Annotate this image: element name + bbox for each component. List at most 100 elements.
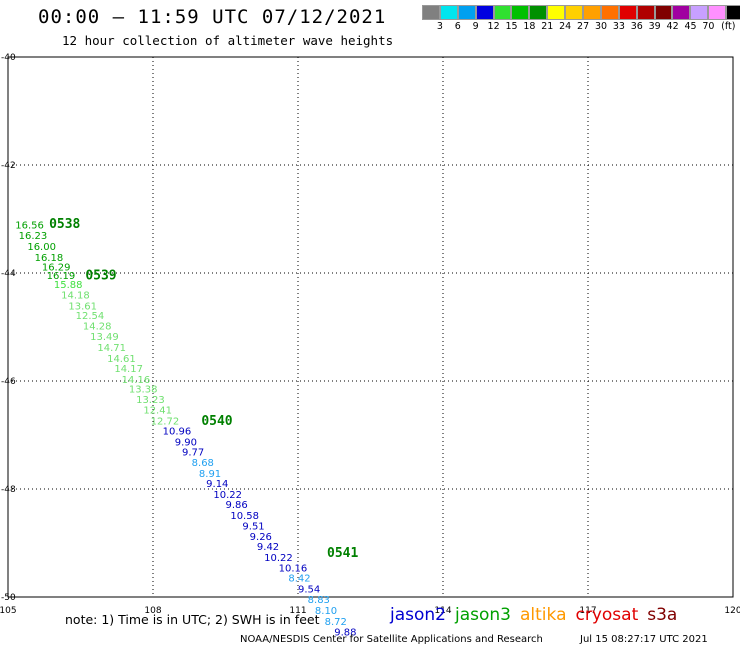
legend-swatch bbox=[636, 5, 655, 20]
legend-tick-label: 6 bbox=[454, 21, 461, 32]
wave-height-value: 14.18 bbox=[61, 291, 90, 302]
wave-height-value: 14.61 bbox=[107, 354, 136, 365]
legend-tick-label: 3 bbox=[436, 21, 443, 32]
wave-height-value: 14.16 bbox=[122, 375, 151, 386]
longitude-tick-label: 117 bbox=[579, 606, 596, 616]
legend-swatch bbox=[600, 5, 619, 20]
satellite-name-altika: altika bbox=[520, 605, 567, 625]
legend-swatch bbox=[565, 5, 584, 20]
satellite-name-jason2: jason2 bbox=[390, 605, 446, 625]
wave-height-value: 13.49 bbox=[90, 332, 119, 343]
color-scale-legend bbox=[422, 5, 740, 20]
legend-swatch bbox=[708, 5, 727, 20]
legend-swatch bbox=[475, 5, 494, 20]
wave-height-value: 16.19 bbox=[47, 271, 76, 282]
map-frame bbox=[7, 56, 734, 598]
satellite-legend: jason2 jason3 altika cryosat s3a bbox=[390, 605, 686, 625]
wave-height-value: 12.54 bbox=[76, 311, 105, 322]
wave-height-value: 13.61 bbox=[68, 301, 97, 312]
legend-tick-label: 36 bbox=[630, 21, 643, 32]
wave-height-value: 9.88 bbox=[334, 628, 356, 639]
legend-swatch bbox=[583, 5, 601, 20]
longitude-tick-label: 108 bbox=[144, 606, 161, 616]
wave-height-value: 8.68 bbox=[192, 458, 214, 469]
satellite-name-s3a: s3a bbox=[647, 605, 678, 625]
latitude-tick-label: -42 bbox=[1, 161, 16, 171]
map-axis-labels: 105 108 111 114 117 120 -40 -42 -44 -46 -48 -50 bbox=[0, 53, 740, 616]
legend-swatch bbox=[439, 5, 458, 20]
wave-height-value: 16.56 bbox=[15, 220, 44, 231]
legend-swatch bbox=[511, 5, 530, 20]
legend-swatch bbox=[690, 5, 709, 20]
wave-height-value: 9.54 bbox=[298, 584, 320, 595]
legend-swatch bbox=[493, 5, 512, 20]
wave-height-value: 12.41 bbox=[143, 406, 172, 417]
wave-height-value: 9.86 bbox=[226, 500, 248, 511]
legend-swatch bbox=[726, 5, 740, 20]
wave-height-value: 9.26 bbox=[250, 532, 272, 543]
legend-swatch bbox=[422, 5, 440, 20]
legend-tick-label: 24 bbox=[559, 21, 572, 32]
legend-tick-label: 33 bbox=[612, 21, 625, 32]
latitude-tick-label: -44 bbox=[1, 269, 16, 279]
wave-height-value: 16.23 bbox=[19, 231, 48, 242]
satellite-name-cryosat: cryosat bbox=[575, 605, 639, 625]
wave-height-value: 16.00 bbox=[27, 242, 56, 253]
legend-tick-label: 70 bbox=[702, 21, 715, 32]
latitude-tick-label: -46 bbox=[1, 377, 16, 387]
wave-height-value: 15.88 bbox=[54, 280, 83, 291]
wave-height-value: 8.72 bbox=[325, 617, 347, 628]
longitude-tick-label: 111 bbox=[289, 606, 306, 616]
wave-height-value: 8.42 bbox=[288, 574, 310, 585]
longitude-tick-label: 120 bbox=[724, 606, 740, 616]
wave-height-value: 9.14 bbox=[206, 479, 228, 490]
legend-swatch bbox=[529, 5, 548, 20]
wave-height-value: 10.58 bbox=[230, 511, 259, 522]
pass-time-label: 0541 bbox=[327, 546, 358, 561]
legend-tick-label: 27 bbox=[577, 21, 590, 32]
legend-tick-label: 9 bbox=[472, 21, 479, 32]
legend-tick-label: 45 bbox=[684, 21, 697, 32]
wave-height-value: 10.96 bbox=[163, 427, 192, 438]
page-title: 00:00 – 11:59 UTC 07/12/2021 bbox=[38, 6, 387, 28]
units-note: note: 1) Time is in UTC; 2) SWH is in fe… bbox=[65, 612, 320, 627]
wave-height-value: 9.51 bbox=[242, 522, 264, 533]
longitude-tick-label: 114 bbox=[434, 606, 451, 616]
wave-height-value: 13.23 bbox=[136, 395, 165, 406]
map-grid bbox=[7, 56, 734, 598]
legend-tick-label: 39 bbox=[648, 21, 661, 32]
wave-height-value: 8.10 bbox=[315, 606, 337, 617]
legend-tick-label: 21 bbox=[541, 21, 554, 32]
latitude-tick-label: -48 bbox=[1, 485, 16, 495]
legend-tick-label: 18 bbox=[523, 21, 536, 32]
credit-line: NOAA/NESDIS Center for Satellite Applica… bbox=[240, 634, 543, 645]
wave-height-value: 9.90 bbox=[175, 437, 197, 448]
satellite-name-jason3: jason3 bbox=[455, 605, 511, 625]
wave-height-value: 10.16 bbox=[279, 563, 308, 574]
wave-height-value: 12.72 bbox=[151, 416, 180, 427]
page-subtitle: 12 hour collection of altimeter wave hei… bbox=[62, 33, 394, 48]
longitude-tick-label: 105 bbox=[0, 606, 17, 616]
legend-swatch bbox=[672, 5, 691, 20]
pass-time-labels: 0538 0539 0540 0541 bbox=[49, 217, 358, 561]
wave-height-value: 9.42 bbox=[257, 542, 279, 553]
wave-height-value: 14.28 bbox=[83, 321, 112, 332]
wave-height-value: 14.71 bbox=[97, 343, 126, 354]
generated-timestamp: Jul 15 08:27:17 UTC 2021 bbox=[580, 634, 708, 645]
wave-height-value: 13.38 bbox=[129, 385, 158, 396]
pass-time-label: 0540 bbox=[201, 414, 232, 429]
observation-labels: 16.5616.2316.0016.1816.2916.1915.8814.18… bbox=[15, 220, 356, 638]
wave-height-value: 14.17 bbox=[114, 364, 143, 375]
legend-tick-label: 30 bbox=[594, 21, 608, 32]
pass-time-label: 0539 bbox=[85, 269, 116, 284]
wave-height-value: 8.91 bbox=[199, 469, 221, 480]
wave-height-value: 9.77 bbox=[182, 448, 204, 459]
legend-swatch bbox=[457, 5, 476, 20]
legend-tick-label: 12 bbox=[487, 21, 500, 32]
latitude-tick-label: -50 bbox=[1, 593, 16, 603]
wave-height-value: 10.22 bbox=[213, 490, 242, 501]
wave-height-value: 16.18 bbox=[35, 253, 64, 264]
wave-height-value: 16.29 bbox=[42, 263, 71, 274]
wave-height-value: 10.22 bbox=[264, 553, 293, 564]
